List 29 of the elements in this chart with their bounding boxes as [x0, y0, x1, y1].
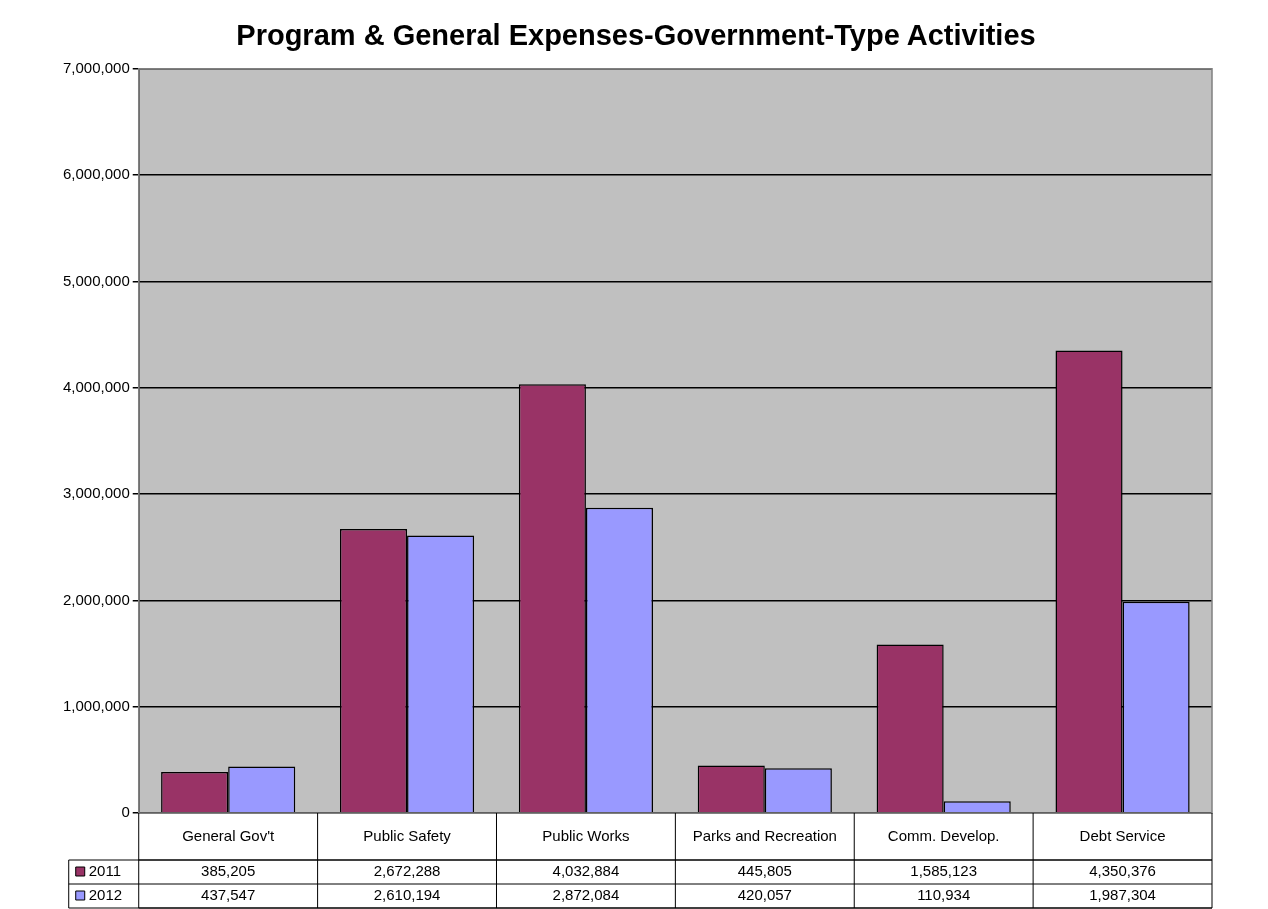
x-tick-label: Public Safety — [363, 826, 452, 844]
data-label: 420,057 — [737, 886, 792, 904]
y-tick-label: 6,000,000 — [63, 165, 130, 183]
data-label: 2,872,084 — [552, 886, 620, 904]
x-tick-label: General Gov't — [182, 826, 276, 844]
y-tick-label: 7,000,000 — [63, 58, 130, 76]
data-label: 1,585,123 — [910, 862, 978, 880]
chart-title: Program & General Expenses-Government-Type Activities — [236, 19, 1036, 52]
y-tick-label: 4,000,000 — [63, 377, 130, 395]
legend-label: 2011 — [88, 862, 121, 880]
data-label: 2,672,288 — [373, 862, 441, 880]
x-tick-label: Parks and Recreation — [692, 826, 837, 844]
data-label: 4,350,376 — [1089, 862, 1156, 880]
legend-label: 2012 — [88, 886, 123, 904]
data-label: 385,205 — [201, 862, 256, 880]
data-label: 4,032,884 — [552, 862, 620, 880]
data-label: 110,934 — [917, 886, 971, 904]
x-tick-label: Comm. Develop. — [887, 826, 1000, 844]
data-label: 1,987,304 — [1089, 886, 1156, 904]
y-tick-label: 1,000,000 — [63, 696, 130, 714]
y-tick-label: 3,000,000 — [63, 484, 130, 502]
data-label: 437,547 — [201, 886, 256, 904]
y-tick-label: 0 — [121, 803, 130, 821]
data-label: 2,610,194 — [373, 886, 441, 904]
y-tick-label: 5,000,000 — [63, 271, 130, 289]
x-tick-label: Public Works — [542, 826, 630, 844]
data-label: 445,805 — [737, 862, 792, 880]
y-tick-label: 2,000,000 — [63, 590, 130, 608]
x-tick-label: Debt Service — [1079, 826, 1166, 844]
